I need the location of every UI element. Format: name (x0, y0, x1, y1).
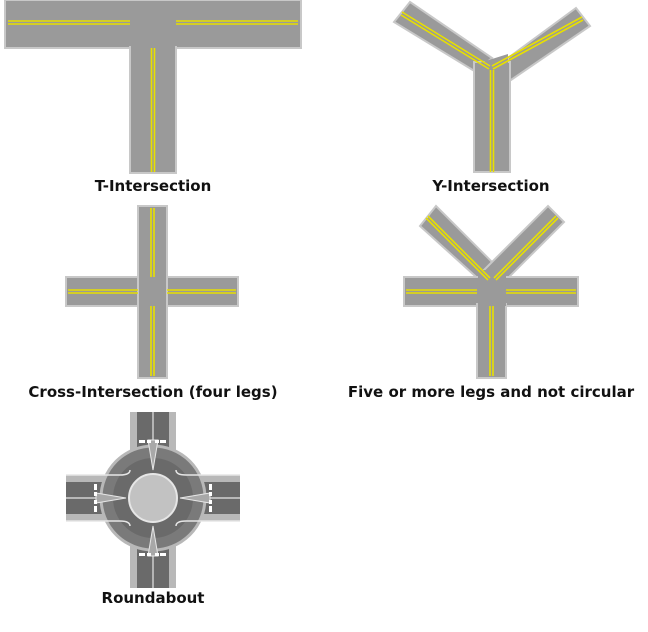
roundabout-west-splitter (95, 492, 127, 504)
roundabout-central-island (128, 473, 178, 523)
y-intersection-diagram (392, 0, 592, 173)
five-leg-intersection-diagram (403, 204, 579, 379)
roundabout-diagram (66, 412, 240, 588)
y-center-line-left (401, 11, 491, 67)
t-intersection-caption: T-Intersection (94, 177, 212, 195)
cross-intersection-diagram (65, 205, 239, 379)
y-intersection-caption: Y-Intersection (432, 177, 550, 195)
roundabout-south-splitter (147, 525, 159, 557)
five-lower-road (476, 303, 507, 379)
t-intersection-diagram (4, 0, 302, 174)
roundabout-caption: Roundabout (101, 589, 205, 607)
five-leg-intersection-caption: Five or more legs and not circular (347, 383, 635, 401)
roundabout-east-splitter (179, 492, 211, 504)
five-center-line-upper-left (427, 215, 491, 279)
roundabout-north-splitter (147, 439, 159, 471)
cross-intersection-caption: Cross-Intersection (four legs) (28, 383, 278, 401)
roundabout-crosswalks (94, 440, 212, 556)
y-center-line-right (491, 16, 583, 67)
five-center-line-upper-right (493, 215, 557, 279)
t-vertical-road (129, 46, 177, 174)
